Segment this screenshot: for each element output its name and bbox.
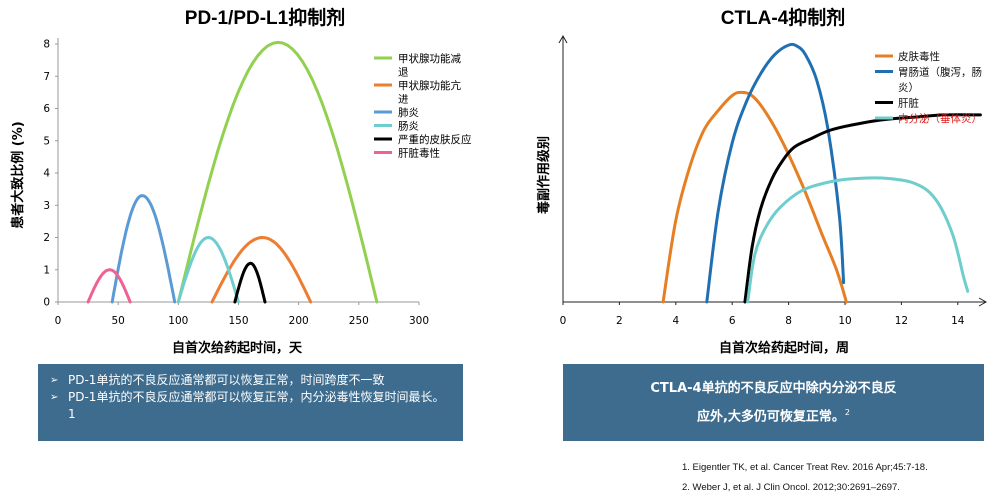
pd1-chart-title: PD-1/PD-L1抑制剂 — [185, 6, 345, 29]
pd1-y-tick-label: 8 — [43, 39, 50, 51]
ctla4-chart: CTLA-4抑制剂 毒副作用级别 自首次给药起时间，周 0 2 4 6 8 10 12 14 … — [536, 6, 988, 356]
pd1-y-axis-label: 患者大致比例 (%) — [10, 121, 26, 228]
pd1-legend-label: 进 — [398, 94, 409, 106]
ctla4-summary-box: CTLA-4单抗的不良反应中除内分泌不良反 应外,大多仍可恢复正常。2 — [563, 364, 984, 441]
ctla4-x-tick-label: 12 — [895, 315, 908, 327]
pd1-y-tick-label: 6 — [43, 103, 50, 115]
pd1-summary-bullet-1: ➢ PD-1单抗的不良反应通常都可以恢复正常，时间跨度不一致 — [50, 372, 451, 389]
ctla4-x-tick-label: 0 — [560, 315, 567, 327]
pd1-y-tick-label: 3 — [43, 200, 50, 212]
reference-1: 1. Eigentler TK, et al. Cancer Treat Rev… — [682, 462, 928, 473]
pd1-x-axis-label: 自首次给药起时间，天 — [172, 340, 303, 356]
pd1-y-tick-label: 4 — [43, 168, 50, 180]
pd1-legend-label: 肠炎 — [398, 121, 419, 133]
bullet-arrow-icon: ➢ — [50, 375, 59, 386]
ctla4-summary-line-2: 应外,大多仍可恢复正常。2 — [563, 401, 984, 429]
ctla4-summary-text-2: 应外,大多仍可恢复正常。 — [696, 409, 845, 425]
pd1-chart: PD-1/PD-L1抑制剂 患者大致比例 (%) 自首次给药起时间，天 0 1 2 3… — [10, 6, 472, 356]
ctla4-x-tick-label: 10 — [838, 315, 851, 327]
ctla4-y-axis-arrow-icon — [558, 34, 568, 44]
pd1-y-tick-label: 2 — [43, 232, 50, 244]
ctla4-legend-label: 炎） — [898, 82, 919, 94]
ctla4-legend-label: 肝脏 — [898, 97, 919, 110]
pd1-summary-bullet-2: ➢ PD-1单抗的不良反应通常都可以恢复正常，内分泌毒性恢复时间最长。1 — [50, 389, 451, 423]
pd1-x-tick-label: 250 — [349, 315, 369, 327]
pd1-y-tick-label: 5 — [43, 135, 50, 147]
references: 1. Eigentler TK, et al. Cancer Treat Rev… — [682, 458, 928, 498]
pd1-series-line--000000 — [233, 261, 267, 304]
pd1-series-line--5b9bd5 — [110, 194, 177, 304]
pd1-legend-label: 退 — [398, 67, 409, 79]
pd1-series-line--92d050 — [176, 40, 379, 304]
pd1-legend-label: 甲状腺功能减 — [398, 52, 461, 65]
ctla4-legend-label: 皮肤毒性 — [898, 50, 940, 63]
pd1-legend-label: 甲状腺功能亢 — [398, 79, 461, 92]
pd1-summary-text-2: PD-1单抗的不良反应通常都可以恢复正常，内分泌毒性恢复时间最长。1 — [68, 390, 445, 421]
pd1-x-tick-label: 50 — [111, 315, 124, 327]
pd1-y-tick-label: 7 — [43, 71, 50, 83]
pd1-summary-text-1: PD-1单抗的不良反应通常都可以恢复正常，时间跨度不一致 — [68, 373, 385, 387]
pd1-legend-label: 严重的皮肤反应 — [398, 133, 472, 146]
pd1-x-tick-label: 100 — [168, 315, 188, 327]
ctla4-series-line--000000 — [743, 113, 982, 304]
ctla4-legend-label: 内分泌（垂体炎） — [898, 112, 982, 125]
ctla4-x-tick-label: 2 — [616, 315, 623, 327]
ctla4-series-line--6ecdcd — [746, 176, 970, 304]
pd1-series-line--f06292 — [86, 268, 132, 304]
pd1-x-tick-label: 0 — [55, 315, 62, 327]
ctla4-summary-line-1: CTLA-4单抗的不良反应中除内分泌不良反 — [650, 381, 897, 396]
pd1-series-line--6ecdcd — [176, 236, 240, 304]
pd1-x-tick-label: 300 — [409, 315, 429, 327]
ctla4-legend-label: 胃肠道（腹泻，肠 — [898, 66, 982, 79]
ctla4-x-axis-arrow-icon — [978, 297, 988, 307]
pd1-legend-label: 肺炎 — [398, 107, 419, 119]
ctla4-series-line--1f6fb2 — [705, 42, 846, 304]
ctla4-y-axis-label: 毒副作用级别 — [536, 136, 552, 214]
pd1-y-tick-label: 1 — [43, 264, 50, 276]
ctla4-series-line--e67e22 — [661, 90, 848, 304]
bullet-arrow-icon: ➢ — [50, 392, 59, 403]
ctla4-x-axis-label: 自首次给药起时间，周 — [719, 340, 849, 356]
ctla4-x-tick-label: 8 — [785, 315, 792, 327]
pd1-x-tick-label: 200 — [289, 315, 309, 327]
ctla4-x-tick-label: 6 — [729, 315, 736, 327]
ctla4-x-tick-label: 4 — [672, 315, 679, 327]
pd1-x-tick-label: 150 — [228, 315, 248, 327]
reference-2: 2. Weber J, et al. J Clin Oncol. 2012;30… — [682, 482, 900, 493]
ctla4-chart-title: CTLA-4抑制剂 — [721, 6, 846, 29]
pd1-y-tick-label: 0 — [43, 297, 50, 309]
pd1-summary-box: ➢ PD-1单抗的不良反应通常都可以恢复正常，时间跨度不一致 ➢ PD-1单抗的… — [38, 364, 463, 441]
ctla4-summary-ref: 2 — [844, 408, 851, 417]
pd1-legend-label: 肝脏毒性 — [398, 147, 440, 160]
ctla4-x-tick-label: 14 — [951, 315, 965, 327]
